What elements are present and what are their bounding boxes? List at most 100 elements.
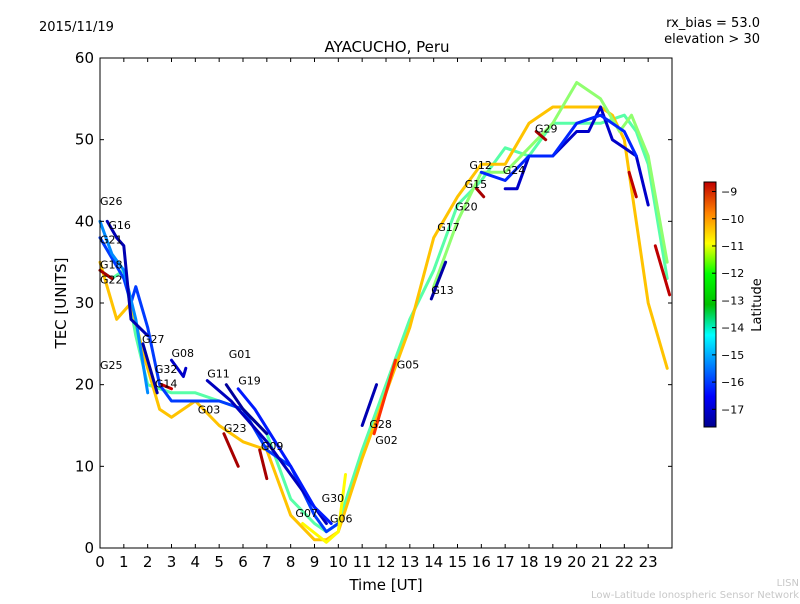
x-tick-label: 4 bbox=[191, 553, 201, 571]
satellite-label: G17 bbox=[437, 221, 460, 234]
satellite-label: G15 bbox=[465, 178, 488, 191]
footer-network: Low-Latitude Ionospheric Sensor Network bbox=[591, 590, 799, 600]
elevation-label: elevation > 30 bbox=[664, 32, 760, 47]
satellite-label: G30 bbox=[322, 492, 345, 505]
tec-track-20 bbox=[98, 268, 114, 280]
y-axis: 0 10 20 30 40 50 60 bbox=[75, 49, 672, 557]
colorbar-tick-label: −14 bbox=[721, 322, 744, 335]
x-axis-label: Time [UT] bbox=[348, 576, 422, 594]
x-tick-label: 10 bbox=[329, 553, 348, 571]
tec-track-22 bbox=[372, 358, 397, 436]
satellite-label: G28 bbox=[369, 418, 392, 431]
x-tick-label: 16 bbox=[472, 553, 491, 571]
x-tick-label: 15 bbox=[448, 553, 467, 571]
satellite-label: G02 bbox=[375, 434, 398, 447]
satellite-label: G23 bbox=[224, 422, 247, 435]
tec-track-21 bbox=[360, 383, 378, 427]
x-tick-label: 1 bbox=[119, 553, 129, 571]
y-tick-label: 20 bbox=[75, 376, 94, 394]
satellite-label: G07 bbox=[295, 507, 318, 520]
colorbar-tick-label: −13 bbox=[721, 294, 744, 307]
x-tick-label: 6 bbox=[238, 553, 248, 571]
satellite-label: G25 bbox=[100, 359, 123, 372]
satellite-label: G19 bbox=[238, 375, 261, 388]
x-tick-label: 23 bbox=[639, 553, 658, 571]
x-tick-label: 7 bbox=[262, 553, 272, 571]
colorbar-tick-label: −16 bbox=[721, 376, 744, 389]
tec-track-14 bbox=[258, 448, 269, 481]
x-tick-label: 9 bbox=[310, 553, 320, 571]
x-tick-label: 2 bbox=[143, 553, 153, 571]
tec-track-1 bbox=[98, 105, 669, 542]
tec-track-8 bbox=[141, 342, 159, 395]
y-tick-label: 60 bbox=[75, 49, 94, 67]
satellite-label: G03 bbox=[198, 403, 221, 416]
x-tick-label: 12 bbox=[376, 553, 395, 571]
x-tick-label: 22 bbox=[615, 553, 634, 571]
tec-track-13 bbox=[222, 432, 240, 468]
tec-track-2 bbox=[98, 236, 340, 534]
y-axis-label: TEC [UNITS] bbox=[52, 258, 70, 350]
tec-track-17 bbox=[475, 187, 486, 199]
y-tick-label: 10 bbox=[75, 457, 94, 475]
tec-track-9 bbox=[170, 358, 188, 378]
satellite-label: G32 bbox=[155, 363, 178, 376]
satellite-label: G11 bbox=[207, 367, 230, 380]
tec-track-4 bbox=[105, 219, 150, 338]
tec-track-15 bbox=[429, 260, 448, 301]
x-tick-label: 8 bbox=[286, 553, 296, 571]
x-tick-label: 13 bbox=[400, 553, 419, 571]
satellite-label: G12 bbox=[469, 159, 492, 172]
satellite-label: G22 bbox=[100, 273, 123, 286]
plot-area bbox=[98, 81, 672, 544]
tec-track-16 bbox=[534, 130, 548, 142]
satellite-label: G27 bbox=[142, 333, 165, 346]
satellite-label: G21 bbox=[100, 233, 123, 246]
tec-track-18 bbox=[627, 170, 638, 199]
satellite-label: G01 bbox=[229, 348, 252, 361]
satellite-label: G06 bbox=[330, 513, 353, 526]
y-tick-label: 0 bbox=[84, 539, 94, 557]
satellite-label: G20 bbox=[455, 200, 478, 213]
colorbar-tick-label: −10 bbox=[721, 213, 744, 226]
colorbar-tick-label: −15 bbox=[721, 349, 744, 362]
colorbar-tick-label: −9 bbox=[721, 186, 737, 199]
tec-track-11 bbox=[224, 383, 269, 436]
satellite-label: G26 bbox=[100, 195, 123, 208]
tec-track-7 bbox=[479, 113, 638, 182]
x-tick-label: 19 bbox=[543, 553, 562, 571]
satellite-label: G18 bbox=[100, 258, 123, 271]
satellite-label: G24 bbox=[503, 164, 526, 177]
colorbar-tick-label: −12 bbox=[721, 267, 744, 280]
colorbar bbox=[703, 181, 717, 428]
x-tick-label: 20 bbox=[567, 553, 586, 571]
satellite-label: G14 bbox=[155, 378, 178, 391]
tec-track-19 bbox=[653, 244, 672, 297]
y-tick-label: 40 bbox=[75, 212, 94, 230]
satellite-label: G05 bbox=[397, 358, 420, 371]
satellite-label: G09 bbox=[261, 440, 284, 453]
date-label: 2015/11/19 bbox=[39, 20, 114, 35]
colorbar-tick-label: −11 bbox=[721, 240, 744, 253]
tec-track-5 bbox=[432, 81, 669, 289]
satellite-label: G13 bbox=[431, 284, 454, 297]
chart-title: AYACUCHO, Peru bbox=[324, 38, 449, 56]
tec-track-0 bbox=[98, 113, 669, 534]
tec-track-3 bbox=[98, 219, 150, 395]
colorbar-tick-label: −17 bbox=[721, 403, 744, 416]
x-tick-label: 21 bbox=[591, 553, 610, 571]
x-tick-label: 18 bbox=[519, 553, 538, 571]
tec-track-6 bbox=[503, 105, 650, 207]
x-tick-label: 3 bbox=[167, 553, 177, 571]
y-tick-label: 30 bbox=[75, 294, 94, 312]
tec-track-23 bbox=[301, 473, 347, 544]
x-tick-label: 14 bbox=[424, 553, 443, 571]
y-tick-label: 50 bbox=[75, 131, 94, 149]
rx-bias-label: rx_bias = 53.0 bbox=[666, 16, 760, 31]
satellite-label: G08 bbox=[172, 347, 195, 360]
satellite-label: G16 bbox=[108, 219, 131, 232]
x-tick-label: 5 bbox=[214, 553, 224, 571]
colorbar-label: Latitude bbox=[750, 278, 765, 332]
